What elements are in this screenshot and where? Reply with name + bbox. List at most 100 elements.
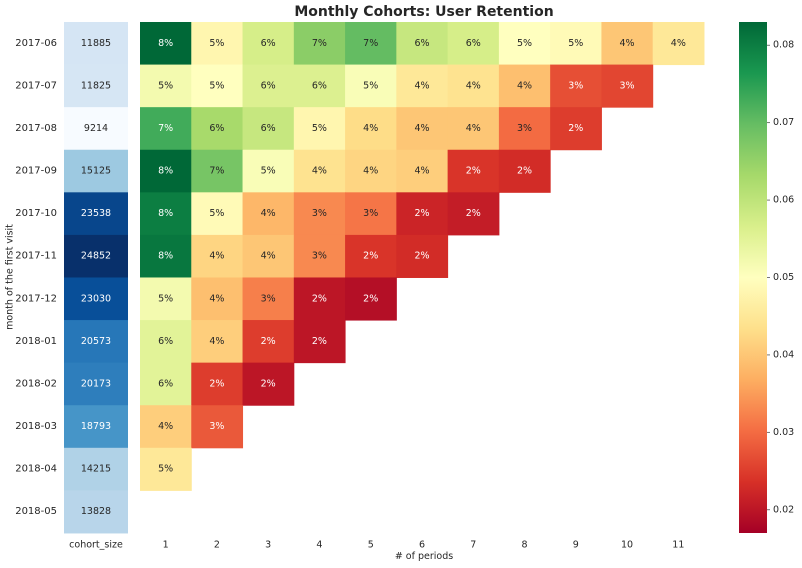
cohort-size-label: 18793 <box>81 421 111 432</box>
heatmap-cell <box>345 149 397 193</box>
heatmap-cell <box>293 107 346 151</box>
cell-value-label: 2% <box>312 336 327 347</box>
cell-value-label: 5% <box>312 123 327 134</box>
x-tick-label: 3 <box>265 540 271 551</box>
heatmap-cell <box>498 64 551 108</box>
cell-value-label: 8% <box>158 38 173 49</box>
cell-value-label: 4% <box>312 166 327 177</box>
cell-value-label: 2% <box>363 293 378 304</box>
heatmap-cell <box>293 22 346 66</box>
heatmap-cell <box>140 320 192 364</box>
heatmap-cell <box>191 277 244 321</box>
heatmap-cell <box>191 149 244 193</box>
heatmap-cell <box>345 64 397 108</box>
heatmap-cell <box>498 149 551 193</box>
cell-value-label: 4% <box>209 251 224 262</box>
cell-value-label: 7% <box>209 166 224 177</box>
cohort-size-label: 23030 <box>81 293 111 304</box>
heatmap-cell <box>447 192 500 236</box>
heatmap-cell <box>550 107 602 151</box>
heatmap-cell <box>140 64 192 108</box>
cell-value-label: 3% <box>312 208 327 219</box>
cell-value-label: 8% <box>158 166 173 177</box>
heatmap-cell <box>498 107 551 151</box>
row-tick-label: 2018-03 <box>15 421 57 432</box>
heatmap-cell <box>293 234 346 278</box>
cell-value-label: 2% <box>517 166 532 177</box>
cell-value-label: 4% <box>209 336 224 347</box>
cell-value-label: 7% <box>158 123 173 134</box>
colorbar-tick-label: 0.04 <box>773 349 794 360</box>
cell-value-label: 6% <box>209 123 224 134</box>
cell-value-label: 2% <box>568 123 583 134</box>
cohort-size-cell <box>64 64 128 108</box>
x-tick-label: 2 <box>214 540 220 551</box>
heatmap-cell <box>601 64 654 108</box>
row-tick-label: 2017-10 <box>15 208 57 219</box>
cell-value-label: 2% <box>312 293 327 304</box>
cell-value-label: 5% <box>158 293 173 304</box>
cell-value-label: 6% <box>261 123 276 134</box>
colorbar-tick-label: 0.08 <box>773 40 794 51</box>
heatmap-cell <box>293 149 346 193</box>
cohort-size-label: 20173 <box>81 378 111 389</box>
cell-value-label: 3% <box>363 208 378 219</box>
row-tick-label: 2018-04 <box>15 464 57 475</box>
cell-value-label: 2% <box>261 336 276 347</box>
colorbar-gradient <box>739 22 767 533</box>
cohort-size-cell <box>64 447 128 491</box>
heatmap-cell <box>242 22 295 66</box>
cell-value-label: 3% <box>312 251 327 262</box>
heatmap-cell <box>242 192 295 236</box>
cell-value-label: 5% <box>517 38 532 49</box>
cell-value-label: 5% <box>261 166 276 177</box>
heatmap-cell <box>191 234 244 278</box>
heatmap-cell <box>447 22 500 66</box>
row-tick-label: 2017-06 <box>15 38 57 49</box>
x-tick-label: 8 <box>522 540 528 551</box>
colorbar-tick-label: 0.07 <box>773 117 794 128</box>
heatmap-cell <box>293 320 346 364</box>
heatmap-cell <box>140 447 192 491</box>
cohort-size-label: 20573 <box>81 336 111 347</box>
row-tick-label: 2018-05 <box>15 506 57 517</box>
heatmap-cell <box>140 277 192 321</box>
heatmap-cell <box>242 149 295 193</box>
cohort-size-label: 23538 <box>81 208 111 219</box>
heatmap-cell <box>140 234 192 278</box>
heatmap-cell <box>345 277 397 321</box>
colorbar-tick-label: 0.05 <box>773 272 794 283</box>
heatmap-cell <box>140 192 192 236</box>
cohort-size-cell <box>64 277 128 321</box>
heatmap-cell <box>191 362 244 406</box>
row-tick-label: 2017-12 <box>15 293 57 304</box>
cell-value-label: 2% <box>261 378 276 389</box>
heatmap-cell <box>191 107 244 151</box>
cohort-size-label: 11885 <box>81 38 111 49</box>
row-tick-label: 2017-11 <box>15 251 57 262</box>
cell-value-label: 8% <box>158 251 173 262</box>
cell-value-label: 5% <box>209 208 224 219</box>
x-tick-label: 4 <box>316 540 322 551</box>
heatmap-cell <box>550 22 602 66</box>
heatmap-cell <box>396 234 449 278</box>
cell-value-label: 4% <box>671 38 686 49</box>
x-tick-label: 9 <box>573 540 579 551</box>
heatmap-cell <box>447 107 500 151</box>
row-tick-label: 2018-01 <box>15 336 57 347</box>
cohort-size-label: 15125 <box>81 166 111 177</box>
cell-value-label: 4% <box>466 123 481 134</box>
heatmap-cell <box>652 22 705 66</box>
cell-value-label: 2% <box>209 378 224 389</box>
heatmap-cell <box>396 64 449 108</box>
cohort-size-cell <box>64 405 128 449</box>
cohort-size-cell <box>64 149 128 193</box>
heatmap-cell <box>293 277 346 321</box>
heatmap-cell <box>396 149 449 193</box>
heatmap-cell <box>345 107 397 151</box>
cell-value-label: 4% <box>414 80 429 91</box>
heatmap-cell <box>242 107 295 151</box>
heatmap-cell <box>140 22 192 66</box>
